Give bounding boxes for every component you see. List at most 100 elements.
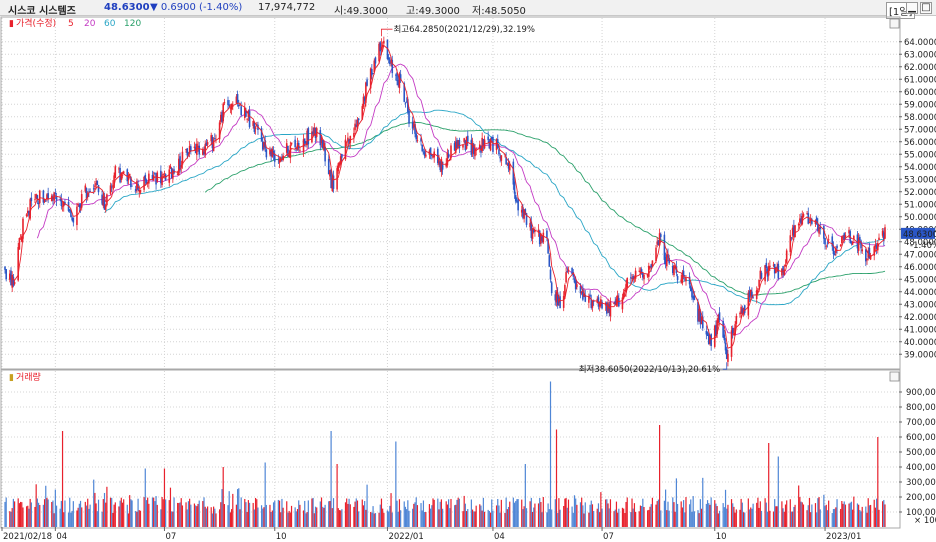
candle-body (638, 270, 641, 272)
volume-bar (565, 497, 567, 527)
candle-body (566, 271, 569, 272)
volume-bar (344, 502, 347, 527)
volume-bar (223, 504, 226, 527)
candle-body (650, 264, 653, 268)
candle-body (735, 315, 738, 324)
volume-bar (238, 488, 240, 527)
volume-bar (162, 499, 164, 527)
volume-tick-label: 300,000 (906, 478, 936, 488)
candle-body (643, 274, 645, 280)
maximize-icon[interactable]: □ (920, 2, 932, 14)
volume-bar (414, 502, 416, 527)
candle-body (432, 156, 434, 158)
volume-scroll-button[interactable] (889, 371, 900, 382)
candle-body (639, 270, 642, 274)
volume-bar (504, 512, 506, 527)
candle-body (693, 295, 696, 300)
candle-body (697, 301, 699, 322)
candle-body (857, 237, 860, 251)
candle-body (676, 276, 679, 281)
candle-body (148, 173, 150, 184)
candle-body (231, 105, 234, 107)
candle-body (466, 135, 469, 142)
volume-bar (596, 508, 598, 527)
volume-bar (336, 464, 338, 527)
volume-bar (708, 503, 710, 527)
candle-body (237, 104, 240, 107)
volume-bar (487, 509, 489, 527)
candle-body (121, 174, 124, 176)
volume-bar (682, 500, 685, 527)
volume-bar (840, 508, 842, 527)
volume-bar (306, 512, 308, 527)
volume-bar (766, 511, 769, 527)
volume-bar (281, 498, 283, 527)
volume-bar (280, 512, 282, 527)
volume-bar (495, 505, 498, 527)
candle-body (655, 247, 657, 262)
volume-bar (87, 498, 89, 527)
candle-body (353, 133, 355, 138)
candle-body (229, 107, 232, 109)
ma5-line (11, 44, 886, 349)
volume-bar (286, 501, 288, 527)
candle-body (564, 285, 566, 296)
price-tick-label: 46.0000 (904, 263, 936, 273)
volume-bar (96, 511, 98, 527)
candle-body (861, 249, 864, 252)
volume-bar (834, 508, 836, 527)
minimize-icon[interactable]: ▁ (906, 2, 918, 14)
volume-bar (756, 502, 758, 527)
candle-body (190, 146, 192, 151)
high-annotation: 최고64.2850(2021/12/29),32.19% (393, 24, 535, 35)
price-tick-label: 39.0000 (904, 350, 936, 360)
volume-bar (825, 504, 827, 527)
volume-bar (768, 443, 770, 527)
volume-bar (663, 500, 666, 527)
volume-tick-label: 800,000 (906, 403, 936, 413)
volume-bar (462, 511, 464, 527)
volume-bar (69, 497, 71, 527)
candle-body (615, 298, 618, 306)
candle-body (507, 162, 510, 169)
candle-body (632, 276, 635, 280)
candle-body (112, 185, 114, 187)
candle-body (440, 159, 443, 172)
volume-bar (693, 511, 695, 527)
volume-bar (823, 494, 825, 527)
volume-bar (12, 498, 14, 527)
candle-body (592, 300, 595, 302)
candle-body (205, 142, 208, 146)
time-tick-label: 07 (603, 532, 614, 542)
volume-bar (71, 510, 73, 527)
ma60-line (104, 109, 886, 306)
candle-body (848, 230, 850, 234)
volume-bar (735, 509, 737, 527)
candle-body (307, 128, 310, 145)
candle-body (559, 296, 561, 309)
candle-body (556, 292, 559, 306)
candle-body (723, 334, 726, 341)
volume-bar (404, 506, 407, 527)
volume-bar (782, 508, 784, 527)
volume-bar (78, 503, 80, 527)
volume-bar (256, 499, 258, 527)
volume-bar (546, 512, 548, 527)
volume-bar (97, 499, 100, 527)
volume-bar (567, 499, 570, 527)
candle-body (210, 135, 213, 142)
candle-body (841, 236, 843, 244)
candle-body (680, 279, 682, 282)
candle-body (206, 142, 209, 145)
volume-bar (412, 508, 414, 527)
volume-bar (137, 498, 139, 527)
candle-body (425, 154, 427, 157)
candle-body (506, 164, 509, 166)
price-tick-label: 61.0000 (904, 75, 936, 85)
price-scroll-button[interactable] (889, 18, 900, 29)
volume-bar (156, 504, 158, 527)
volume-bar (59, 508, 61, 527)
candle-body (668, 257, 670, 264)
candle-body (832, 246, 835, 255)
